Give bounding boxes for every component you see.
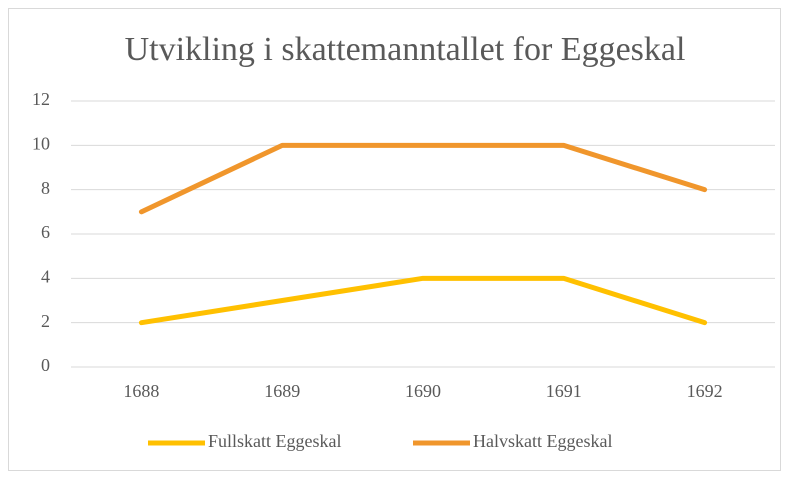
y-tick-label: 6: [41, 222, 50, 242]
y-tick-label: 12: [32, 89, 50, 109]
y-tick-label: 8: [41, 178, 50, 198]
x-tick-label: 1691: [546, 381, 582, 401]
data-line: [138, 142, 708, 215]
data-line: [138, 275, 708, 326]
x-tick-label: 1692: [687, 381, 723, 401]
y-tick-label: 2: [41, 311, 50, 331]
chart-border: [8, 8, 781, 471]
y-tick-label: 10: [32, 133, 50, 153]
legend-label: Fullskatt Eggeskal: [208, 431, 342, 451]
x-tick-label: 1689: [264, 381, 300, 401]
x-tick-label: 1688: [123, 381, 159, 401]
legend-label: Halvskatt Eggeskal: [473, 431, 612, 451]
y-tick-label: 0: [41, 355, 50, 375]
chart-title: Utvikling i skattemanntallet for Eggeska…: [125, 31, 686, 68]
y-tick-label: 4: [41, 266, 50, 286]
x-tick-label: 1690: [405, 381, 441, 401]
